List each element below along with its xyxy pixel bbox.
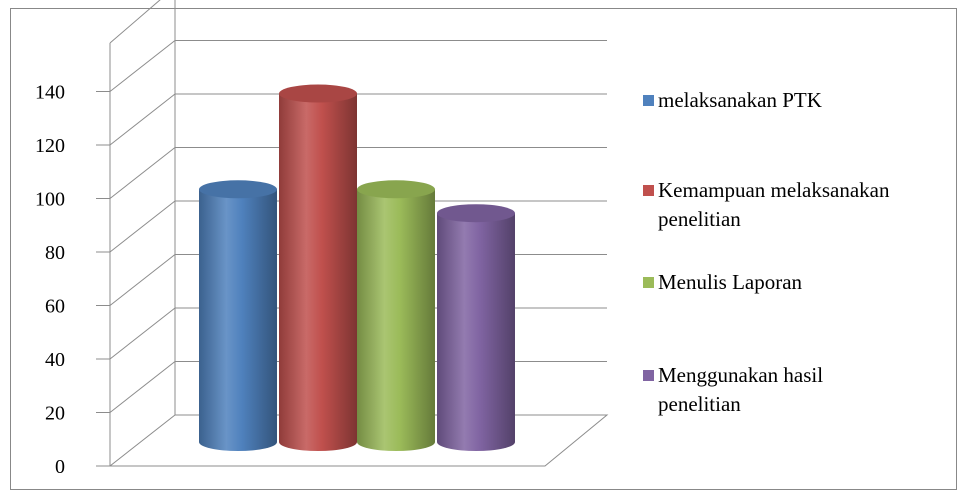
bar-body	[199, 189, 277, 452]
side-gridline	[109, 200, 176, 253]
side-gridline	[109, 147, 176, 199]
legend-swatch	[643, 370, 654, 381]
side-gridline	[109, 93, 176, 146]
bar-top	[437, 204, 515, 223]
side-gridline	[109, 307, 176, 360]
legend-entry-1: melaksanakan PTK	[643, 88, 822, 112]
chart-floor	[108, 414, 609, 467]
bar-body	[279, 93, 357, 451]
bar-body	[437, 213, 515, 451]
y-tick-label: 40	[45, 349, 65, 371]
bar-body	[357, 189, 435, 452]
y-axis-ticks: 0 20 40 60 80 100 120 140	[35, 43, 111, 478]
legend-label: Menulis Laporan	[658, 270, 803, 294]
legend-swatch	[643, 95, 654, 106]
y-tick-label: 100	[35, 189, 65, 211]
legend-entry-4: Menggunakan hasil penelitian	[643, 363, 823, 416]
legend-label: penelitian	[658, 392, 741, 416]
legend-entry-2: Kemampuan melaksanakan penelitian	[643, 178, 890, 231]
legend-entry-3: Menulis Laporan	[643, 270, 803, 294]
side-gridline	[109, 40, 176, 92]
legend-label: penelitian	[658, 207, 741, 231]
side-gridline	[109, 361, 176, 413]
y-tick-label: 20	[45, 403, 65, 425]
bar-top	[357, 180, 435, 199]
bar-top	[279, 84, 357, 103]
y-tick-label: 140	[35, 82, 65, 104]
legend-swatch	[643, 277, 654, 288]
legend: melaksanakan PTK Kemampuan melaksanakan pe…	[643, 88, 890, 416]
legend-label: melaksanakan PTK	[658, 88, 822, 112]
y-tick-label: 80	[45, 242, 65, 264]
bar-top	[199, 180, 277, 199]
legend-swatch	[643, 185, 654, 196]
bar-1	[199, 180, 277, 452]
y-tick-label: 0	[55, 456, 65, 478]
y-tick-label: 120	[35, 135, 65, 157]
bars	[199, 84, 515, 452]
side-wall-top	[109, 0, 161, 44]
legend-label: Kemampuan melaksanakan	[658, 178, 890, 202]
bar-4	[437, 204, 515, 451]
bar-2	[279, 84, 357, 451]
side-gridline	[109, 254, 176, 306]
legend-label: Menggunakan hasil	[658, 363, 823, 387]
y-tick-label: 60	[45, 296, 65, 318]
bar-3	[357, 180, 435, 452]
